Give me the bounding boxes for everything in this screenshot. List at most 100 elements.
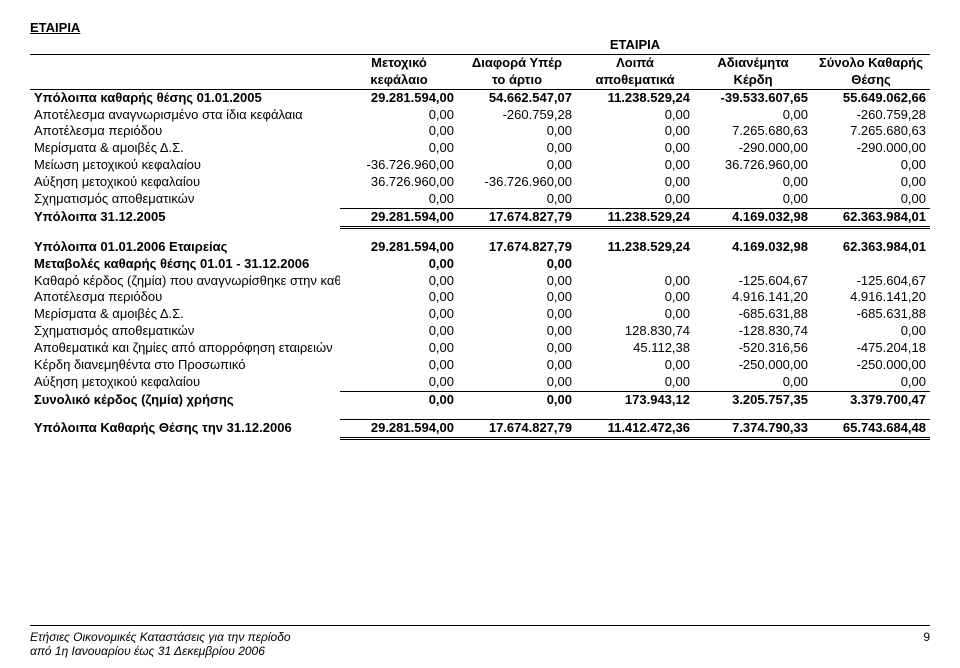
cell: 0,00	[340, 289, 458, 306]
row-label: Αποτέλεσμα περιόδου	[30, 123, 340, 140]
cell: 11.238.529,24	[576, 208, 694, 227]
cell: -290.000,00	[694, 140, 812, 157]
cell: 0,00	[340, 273, 458, 290]
row-label: Υπόλοιπα 01.01.2006 Εταιρείας	[30, 239, 340, 256]
footer-line-2: από 1η Ιανουαρίου έως 31 Δεκεμβρίου 2006	[30, 644, 291, 658]
cell: 0,00	[812, 323, 930, 340]
cell: 0,00	[340, 374, 458, 391]
cell: 62.363.984,01	[812, 208, 930, 227]
cell: 173.943,12	[576, 391, 694, 408]
col-header: Αδιανέμητα	[694, 54, 812, 71]
cell: 0,00	[576, 357, 694, 374]
cell: -36.726.960,00	[340, 157, 458, 174]
row-label: Αποθεματικά και ζημίες από απορρόφηση ετ…	[30, 340, 340, 357]
cell: 7.265.680,63	[694, 123, 812, 140]
row-label: Αποτέλεσμα αναγνωρισμένο στα ίδια κεφάλα…	[30, 107, 340, 124]
cell: 29.281.594,00	[340, 419, 458, 438]
cell: 17.674.827,79	[458, 208, 576, 227]
col-header: Σύνολο Καθαρής	[812, 54, 930, 71]
cell: 0,00	[576, 191, 694, 208]
cell: -290.000,00	[812, 140, 930, 157]
cell: 36.726.960,00	[694, 157, 812, 174]
cell: 4.916.141,20	[694, 289, 812, 306]
cell: -250.000,00	[812, 357, 930, 374]
row-label: Αποτέλεσμα περιόδου	[30, 289, 340, 306]
cell: 17.674.827,79	[458, 239, 576, 256]
row-label: Αύξηση μετοχικού κεφαλαίου	[30, 374, 340, 391]
cell	[812, 256, 930, 273]
cell: 0,00	[458, 273, 576, 290]
cell: -250.000,00	[694, 357, 812, 374]
cell: -260.759,28	[458, 107, 576, 124]
cell: 0,00	[340, 191, 458, 208]
cell: 36.726.960,00	[340, 174, 458, 191]
cell: 0,00	[458, 323, 576, 340]
cell: 0,00	[576, 140, 694, 157]
equity-table: ΕΤΑΙΡΙΑ Μετοχικό Διαφορά Υπέρ Λοιπά Αδια…	[30, 37, 930, 440]
cell: 0,00	[576, 273, 694, 290]
cell: 0,00	[812, 174, 930, 191]
row-label: Υπόλοιπα Καθαρής Θέσης την 31.12.2006	[30, 419, 340, 438]
row-label: Μερίσματα & αμοιβές Δ.Σ.	[30, 140, 340, 157]
footer-line-1: Ετήσιες Οικονομικές Καταστάσεις για την …	[30, 630, 291, 644]
col-header: αποθεματικά	[576, 72, 694, 89]
cell: 45.112,38	[576, 340, 694, 357]
cell: 65.743.684,48	[812, 419, 930, 438]
cell: 0,00	[458, 357, 576, 374]
cell: 0,00	[458, 140, 576, 157]
cell: -39.533.607,65	[694, 89, 812, 106]
cell: -475.204,18	[812, 340, 930, 357]
cell: 0,00	[458, 391, 576, 408]
cell: 0,00	[458, 340, 576, 357]
cell: 0,00	[340, 107, 458, 124]
col-header: Μετοχικό	[340, 54, 458, 71]
cell: 29.281.594,00	[340, 239, 458, 256]
cell: 0,00	[340, 140, 458, 157]
col-header: το άρτιο	[458, 72, 576, 89]
cell: -125.604,67	[694, 273, 812, 290]
cell: -685.631,88	[694, 306, 812, 323]
cell	[576, 256, 694, 273]
cell: 0,00	[458, 306, 576, 323]
row-label: Σχηματισμός αποθεματικών	[30, 323, 340, 340]
cell: -520.316,56	[694, 340, 812, 357]
cell: -260.759,28	[812, 107, 930, 124]
cell: 0,00	[694, 174, 812, 191]
col-header: Διαφορά Υπέρ	[458, 54, 576, 71]
cell: 62.363.984,01	[812, 239, 930, 256]
cell: 7.374.790,33	[694, 419, 812, 438]
col-header: Λοιπά	[576, 54, 694, 71]
cell: -685.631,88	[812, 306, 930, 323]
cell: 0,00	[694, 107, 812, 124]
cell: 17.674.827,79	[458, 419, 576, 438]
cell: 4.169.032,98	[694, 239, 812, 256]
row-label: Υπόλοιπα 31.12.2005	[30, 208, 340, 227]
page-number: 9	[923, 630, 930, 658]
cell: 0,00	[340, 323, 458, 340]
cell: -36.726.960,00	[458, 174, 576, 191]
cell: 4.916.141,20	[812, 289, 930, 306]
cell: -128.830,74	[694, 323, 812, 340]
cell: 29.281.594,00	[340, 89, 458, 106]
company-label-top: ΕΤΑΙΡΙΑ	[30, 20, 930, 35]
cell: 0,00	[576, 174, 694, 191]
cell: 0,00	[576, 123, 694, 140]
row-label: Μείωση μετοχικού κεφαλαίου	[30, 157, 340, 174]
cell	[694, 256, 812, 273]
cell: 0,00	[340, 357, 458, 374]
cell: 4.169.032,98	[694, 208, 812, 227]
cell: 11.412.472,36	[576, 419, 694, 438]
cell: 29.281.594,00	[340, 208, 458, 227]
col-header: Θέσης	[812, 72, 930, 89]
cell: 0,00	[576, 157, 694, 174]
cell: -125.604,67	[812, 273, 930, 290]
cell: 0,00	[812, 191, 930, 208]
cell: 0,00	[576, 289, 694, 306]
cell: 0,00	[576, 107, 694, 124]
cell: 0,00	[458, 256, 576, 273]
cell: 3.205.757,35	[694, 391, 812, 408]
col-header: κεφάλαιο	[340, 72, 458, 89]
col-header: Κέρδη	[694, 72, 812, 89]
cell: 0,00	[340, 340, 458, 357]
cell: 11.238.529,24	[576, 239, 694, 256]
